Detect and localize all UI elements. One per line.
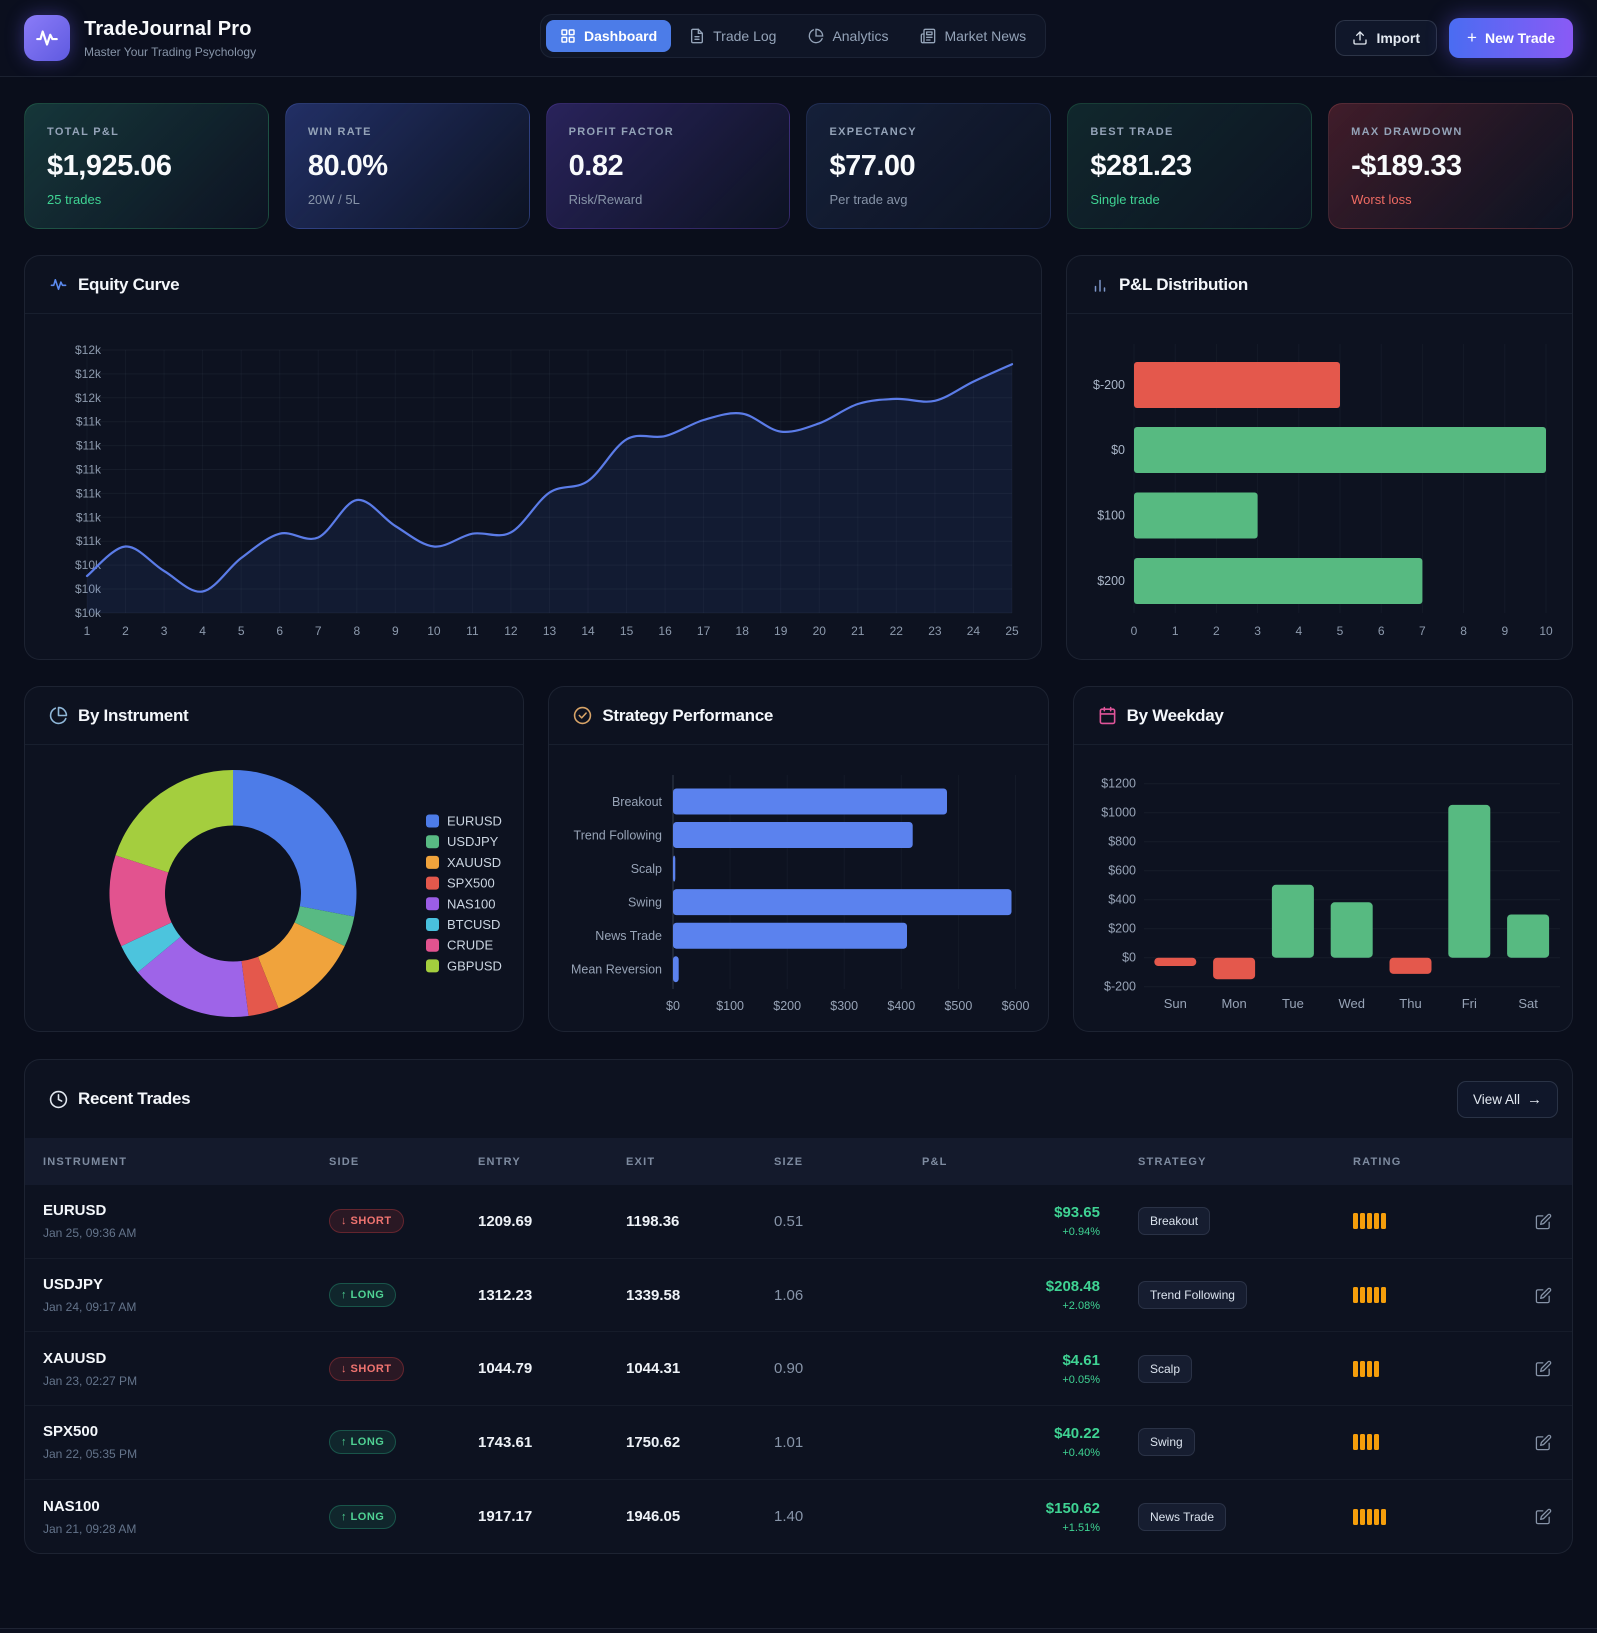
svg-text:7: 7 (315, 624, 322, 638)
svg-text:$1200: $1200 (1101, 777, 1136, 791)
svg-text:5: 5 (1337, 624, 1344, 638)
svg-text:7: 7 (1419, 624, 1426, 638)
svg-text:25: 25 (1005, 624, 1019, 638)
svg-text:17: 17 (697, 624, 711, 638)
svg-text:Wed: Wed (1338, 996, 1365, 1011)
svg-text:Mon: Mon (1221, 996, 1246, 1011)
svg-text:Swing: Swing (628, 896, 662, 910)
svg-text:1: 1 (1172, 624, 1179, 638)
svg-text:9: 9 (1501, 624, 1508, 638)
svg-text:$400: $400 (888, 999, 916, 1013)
svg-text:24: 24 (967, 624, 981, 638)
svg-text:2: 2 (1213, 624, 1220, 638)
svg-text:1: 1 (84, 624, 91, 638)
svg-text:10: 10 (1539, 624, 1553, 638)
svg-text:9: 9 (392, 624, 399, 638)
svg-text:NAS100: NAS100 (447, 896, 495, 911)
svg-text:13: 13 (543, 624, 557, 638)
svg-text:Tue: Tue (1282, 996, 1304, 1011)
svg-text:$600: $600 (1108, 864, 1136, 878)
svg-text:Sat: Sat (1518, 996, 1538, 1011)
svg-text:$11k: $11k (76, 439, 102, 453)
svg-text:8: 8 (1460, 624, 1467, 638)
svg-text:$12k: $12k (75, 343, 102, 357)
svg-text:BTCUSD: BTCUSD (447, 917, 500, 932)
svg-text:$400: $400 (1108, 893, 1136, 907)
svg-text:EURUSD: EURUSD (447, 814, 502, 829)
svg-text:$100: $100 (1097, 509, 1125, 523)
svg-text:11: 11 (466, 624, 479, 638)
svg-text:22: 22 (890, 624, 904, 638)
svg-text:$-200: $-200 (1104, 980, 1136, 994)
svg-text:Sun: Sun (1163, 996, 1186, 1011)
svg-text:12: 12 (504, 624, 518, 638)
svg-text:5: 5 (238, 624, 245, 638)
svg-text:$12k: $12k (75, 391, 102, 405)
svg-text:Fri: Fri (1461, 996, 1476, 1011)
svg-text:$0: $0 (1122, 951, 1136, 965)
svg-text:$200: $200 (1097, 574, 1125, 588)
svg-text:$300: $300 (831, 999, 859, 1013)
svg-text:$500: $500 (945, 999, 973, 1013)
svg-text:Thu: Thu (1399, 996, 1421, 1011)
svg-text:14: 14 (581, 624, 595, 638)
svg-text:$11k: $11k (76, 415, 102, 429)
svg-text:23: 23 (928, 624, 942, 638)
svg-text:4: 4 (1295, 624, 1302, 638)
svg-text:Mean Reversion: Mean Reversion (571, 963, 662, 977)
svg-text:19: 19 (774, 624, 788, 638)
svg-text:$11k: $11k (76, 463, 102, 477)
svg-text:3: 3 (161, 624, 168, 638)
svg-text:18: 18 (736, 624, 750, 638)
svg-text:$100: $100 (717, 999, 745, 1013)
svg-text:3: 3 (1254, 624, 1261, 638)
svg-text:6: 6 (1378, 624, 1385, 638)
svg-text:0: 0 (1131, 624, 1138, 638)
svg-text:Breakout: Breakout (612, 795, 663, 809)
svg-text:$200: $200 (1108, 922, 1136, 936)
svg-text:$12k: $12k (75, 367, 102, 381)
svg-text:$600: $600 (1002, 999, 1030, 1013)
svg-text:21: 21 (851, 624, 865, 638)
svg-text:SPX500: SPX500 (447, 876, 495, 891)
svg-text:4: 4 (199, 624, 206, 638)
svg-text:$10k: $10k (75, 582, 102, 596)
svg-text:$11k: $11k (76, 510, 102, 524)
svg-text:XAUUSD: XAUUSD (447, 855, 501, 870)
svg-text:$800: $800 (1108, 835, 1136, 849)
svg-text:$11k: $11k (76, 534, 102, 548)
svg-text:2: 2 (122, 624, 129, 638)
svg-text:6: 6 (276, 624, 283, 638)
svg-text:$0: $0 (666, 999, 680, 1013)
svg-text:8: 8 (353, 624, 360, 638)
svg-text:$11k: $11k (76, 486, 102, 500)
svg-text:16: 16 (658, 624, 672, 638)
svg-text:$0: $0 (1111, 443, 1125, 457)
svg-text:10: 10 (427, 624, 441, 638)
svg-text:$200: $200 (774, 999, 802, 1013)
svg-text:GBPUSD: GBPUSD (447, 958, 502, 973)
svg-text:USDJPY: USDJPY (447, 834, 499, 849)
svg-text:Trend Following: Trend Following (574, 829, 663, 843)
svg-text:Scalp: Scalp (631, 862, 662, 876)
svg-text:15: 15 (620, 624, 634, 638)
svg-text:$10k: $10k (75, 606, 102, 620)
svg-text:20: 20 (813, 624, 827, 638)
svg-text:News Trade: News Trade (596, 929, 663, 943)
svg-text:$1000: $1000 (1101, 806, 1136, 820)
svg-text:$-200: $-200 (1093, 378, 1125, 392)
svg-text:CRUDE: CRUDE (447, 938, 494, 953)
